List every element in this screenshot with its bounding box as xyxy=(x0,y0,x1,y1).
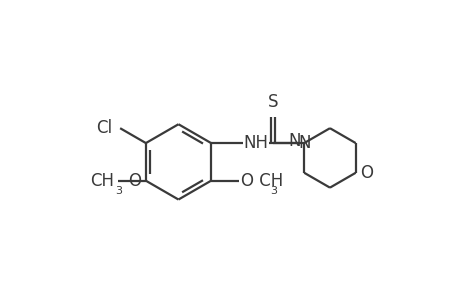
Text: Cl: Cl xyxy=(96,119,112,137)
Text: NH: NH xyxy=(243,134,268,152)
Text: O CH: O CH xyxy=(240,172,282,190)
Text: 3: 3 xyxy=(270,186,277,196)
Text: O: O xyxy=(128,172,141,190)
Text: O: O xyxy=(359,164,372,182)
Text: N: N xyxy=(288,132,301,150)
Text: CH: CH xyxy=(90,172,114,190)
Text: N: N xyxy=(297,134,310,152)
Text: 3: 3 xyxy=(115,186,122,196)
Text: S: S xyxy=(267,93,278,111)
